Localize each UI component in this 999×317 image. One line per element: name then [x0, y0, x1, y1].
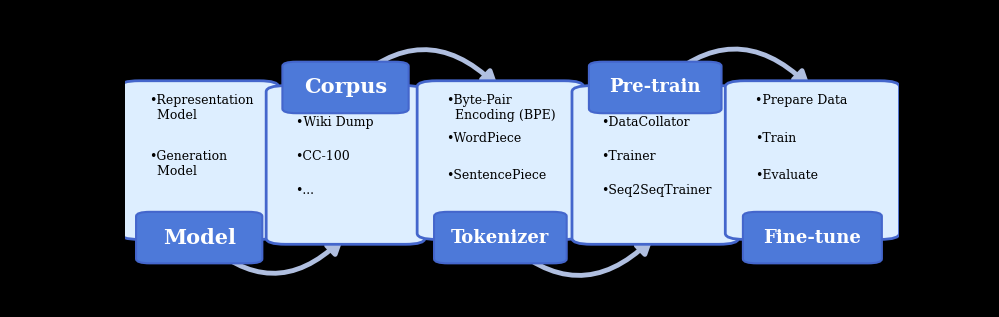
- Text: •WordPiece: •WordPiece: [447, 132, 521, 145]
- Text: •Wiki Dump: •Wiki Dump: [296, 116, 374, 129]
- FancyBboxPatch shape: [588, 62, 721, 113]
- Text: •Evaluate: •Evaluate: [754, 169, 818, 182]
- FancyArrowPatch shape: [348, 50, 495, 87]
- Text: •Trainer: •Trainer: [601, 150, 656, 163]
- FancyBboxPatch shape: [434, 212, 566, 263]
- FancyBboxPatch shape: [572, 86, 738, 244]
- FancyBboxPatch shape: [725, 81, 899, 239]
- Text: •Representation
  Model: •Representation Model: [149, 94, 254, 122]
- Text: Fine-tune: Fine-tune: [763, 229, 861, 247]
- Text: •Seq2SeqTrainer: •Seq2SeqTrainer: [601, 184, 712, 197]
- Text: •SentencePiece: •SentencePiece: [447, 169, 546, 182]
- Text: •Prepare Data: •Prepare Data: [754, 94, 847, 107]
- FancyBboxPatch shape: [418, 81, 583, 239]
- Text: •DataCollator: •DataCollator: [601, 116, 690, 129]
- Text: •Train: •Train: [754, 132, 796, 145]
- FancyArrowPatch shape: [657, 49, 806, 87]
- Text: Tokenizer: Tokenizer: [452, 229, 549, 247]
- Text: Pre-train: Pre-train: [609, 79, 701, 96]
- FancyBboxPatch shape: [136, 212, 263, 263]
- Text: Corpus: Corpus: [304, 77, 387, 97]
- Text: •Generation
  Model: •Generation Model: [149, 150, 228, 178]
- Text: Model: Model: [163, 228, 236, 248]
- Text: •Byte-Pair
  Encoding (BPE): •Byte-Pair Encoding (BPE): [447, 94, 555, 122]
- FancyBboxPatch shape: [743, 212, 882, 263]
- FancyArrowPatch shape: [201, 238, 340, 273]
- FancyBboxPatch shape: [283, 62, 409, 113]
- FancyArrowPatch shape: [502, 238, 649, 275]
- Text: •CC-100: •CC-100: [296, 150, 351, 163]
- FancyBboxPatch shape: [266, 86, 425, 244]
- Text: •...: •...: [296, 184, 315, 197]
- FancyBboxPatch shape: [120, 81, 279, 239]
